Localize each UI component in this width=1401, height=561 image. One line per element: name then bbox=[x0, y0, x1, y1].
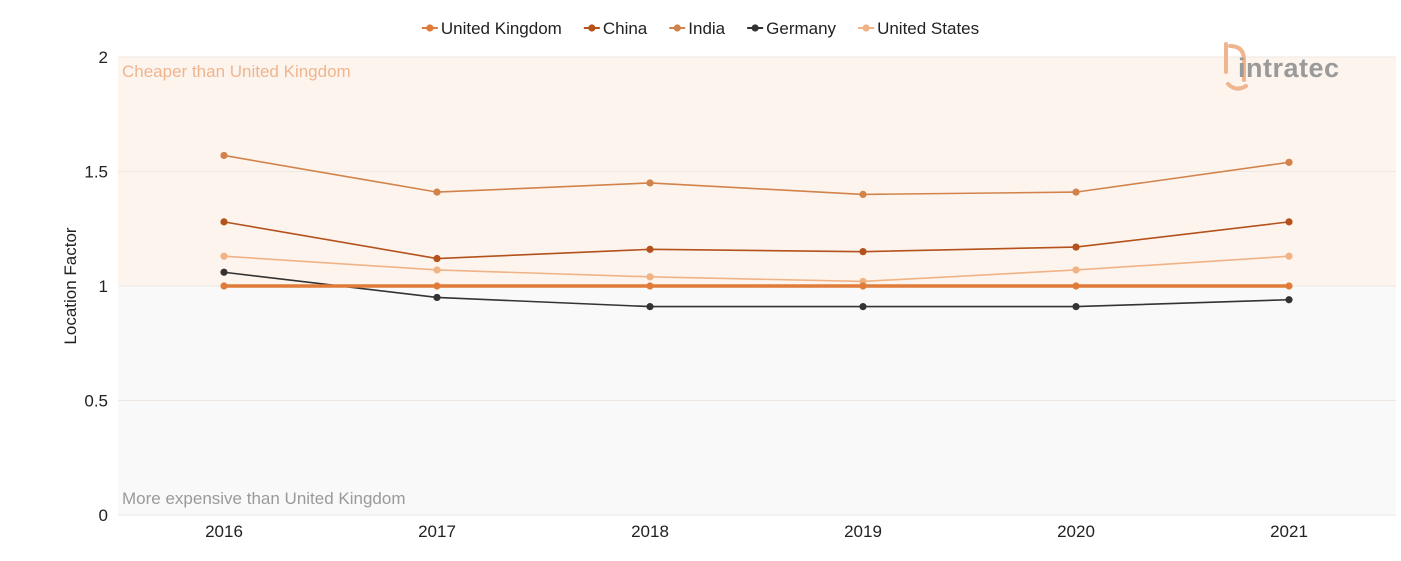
legend-item-united-states: United States bbox=[858, 19, 979, 38]
data-point-germany bbox=[859, 303, 867, 311]
y-axis-ticks: 0 0.5 1 1.5 2 bbox=[84, 48, 108, 525]
y-tick-label: 0.5 bbox=[84, 392, 108, 411]
data-point-india bbox=[646, 179, 654, 187]
more-expensive-region-label: More expensive than United Kingdom bbox=[122, 489, 406, 508]
data-point-united-kingdom bbox=[1072, 282, 1080, 290]
x-tick-label: 2017 bbox=[418, 522, 456, 541]
data-point-china bbox=[220, 218, 228, 226]
legend-item-china: China bbox=[583, 19, 648, 38]
legend-label: India bbox=[688, 19, 725, 38]
legend-label: China bbox=[603, 19, 648, 38]
data-point-china bbox=[1285, 218, 1293, 226]
data-point-germany bbox=[220, 268, 228, 276]
y-tick-label: 1 bbox=[99, 277, 108, 296]
data-point-china bbox=[1072, 243, 1080, 251]
data-point-china bbox=[646, 245, 654, 253]
x-tick-label: 2019 bbox=[844, 522, 882, 541]
series-line-india bbox=[223, 154, 1290, 196]
data-point-germany bbox=[1285, 296, 1293, 304]
data-point-united-kingdom bbox=[433, 282, 441, 290]
data-point-germany bbox=[433, 293, 441, 302]
legend-item-united-kingdom: United Kingdom bbox=[421, 19, 562, 38]
intratec-logo-icon bbox=[1224, 42, 1248, 91]
cheaper-region-label: Cheaper than United Kingdom bbox=[122, 62, 351, 81]
series-china bbox=[220, 218, 1293, 263]
x-axis-ticks: 2016 2017 2018 2019 2020 2021 bbox=[205, 522, 1308, 541]
data-point-united-kingdom bbox=[646, 282, 654, 290]
legend: United Kingdom China India Germany United St… bbox=[421, 19, 979, 38]
data-point-united-states bbox=[1285, 252, 1293, 260]
y-tick-label: 2 bbox=[99, 48, 108, 67]
data-point-united-states bbox=[1072, 266, 1080, 274]
series-line-germany bbox=[223, 271, 1290, 308]
data-point-china bbox=[859, 248, 867, 256]
series-india bbox=[220, 151, 1293, 198]
data-point-united-kingdom bbox=[1285, 282, 1293, 290]
legend-item-germany: Germany bbox=[747, 19, 837, 38]
data-point-india bbox=[433, 188, 441, 196]
x-tick-label: 2020 bbox=[1057, 522, 1095, 541]
intratec-logo: intratec bbox=[1224, 42, 1340, 91]
data-point-india bbox=[859, 190, 867, 198]
data-point-germany bbox=[1072, 303, 1080, 311]
x-tick-label: 2021 bbox=[1270, 522, 1308, 541]
data-point-india bbox=[1072, 188, 1080, 196]
legend-dot-icon bbox=[588, 24, 596, 32]
legend-dot-icon bbox=[862, 24, 870, 32]
series-germany bbox=[220, 268, 1293, 311]
data-point-united-states bbox=[646, 273, 654, 281]
legend-label: United Kingdom bbox=[441, 19, 562, 38]
x-tick-label: 2016 bbox=[205, 522, 243, 541]
series-line-united-states bbox=[223, 255, 1290, 283]
legend-label: Germany bbox=[766, 19, 836, 38]
legend-item-india: India bbox=[669, 19, 726, 38]
y-tick-label: 1.5 bbox=[84, 163, 108, 182]
data-point-germany bbox=[646, 303, 654, 311]
data-point-united-states bbox=[220, 252, 228, 260]
series-united-states bbox=[220, 252, 1293, 286]
legend-label: United States bbox=[877, 19, 979, 38]
series-lines bbox=[220, 151, 1293, 311]
legend-dot-icon bbox=[751, 24, 759, 32]
x-tick-label: 2018 bbox=[631, 522, 669, 541]
legend-dot-icon bbox=[426, 24, 434, 32]
y-axis-title: Location Factor bbox=[61, 227, 80, 345]
y-tick-label: 0 bbox=[99, 506, 108, 525]
data-point-india bbox=[220, 151, 228, 160]
data-point-united-kingdom bbox=[859, 282, 867, 290]
series-line-china bbox=[223, 221, 1290, 260]
legend-dot-icon bbox=[673, 24, 681, 32]
intratec-logo-text: intratec bbox=[1238, 53, 1340, 83]
data-point-india bbox=[1285, 158, 1293, 166]
data-point-united-kingdom bbox=[220, 282, 228, 290]
data-point-united-states bbox=[433, 266, 441, 274]
data-point-china bbox=[433, 254, 441, 263]
series-united-kingdom bbox=[220, 282, 1293, 290]
